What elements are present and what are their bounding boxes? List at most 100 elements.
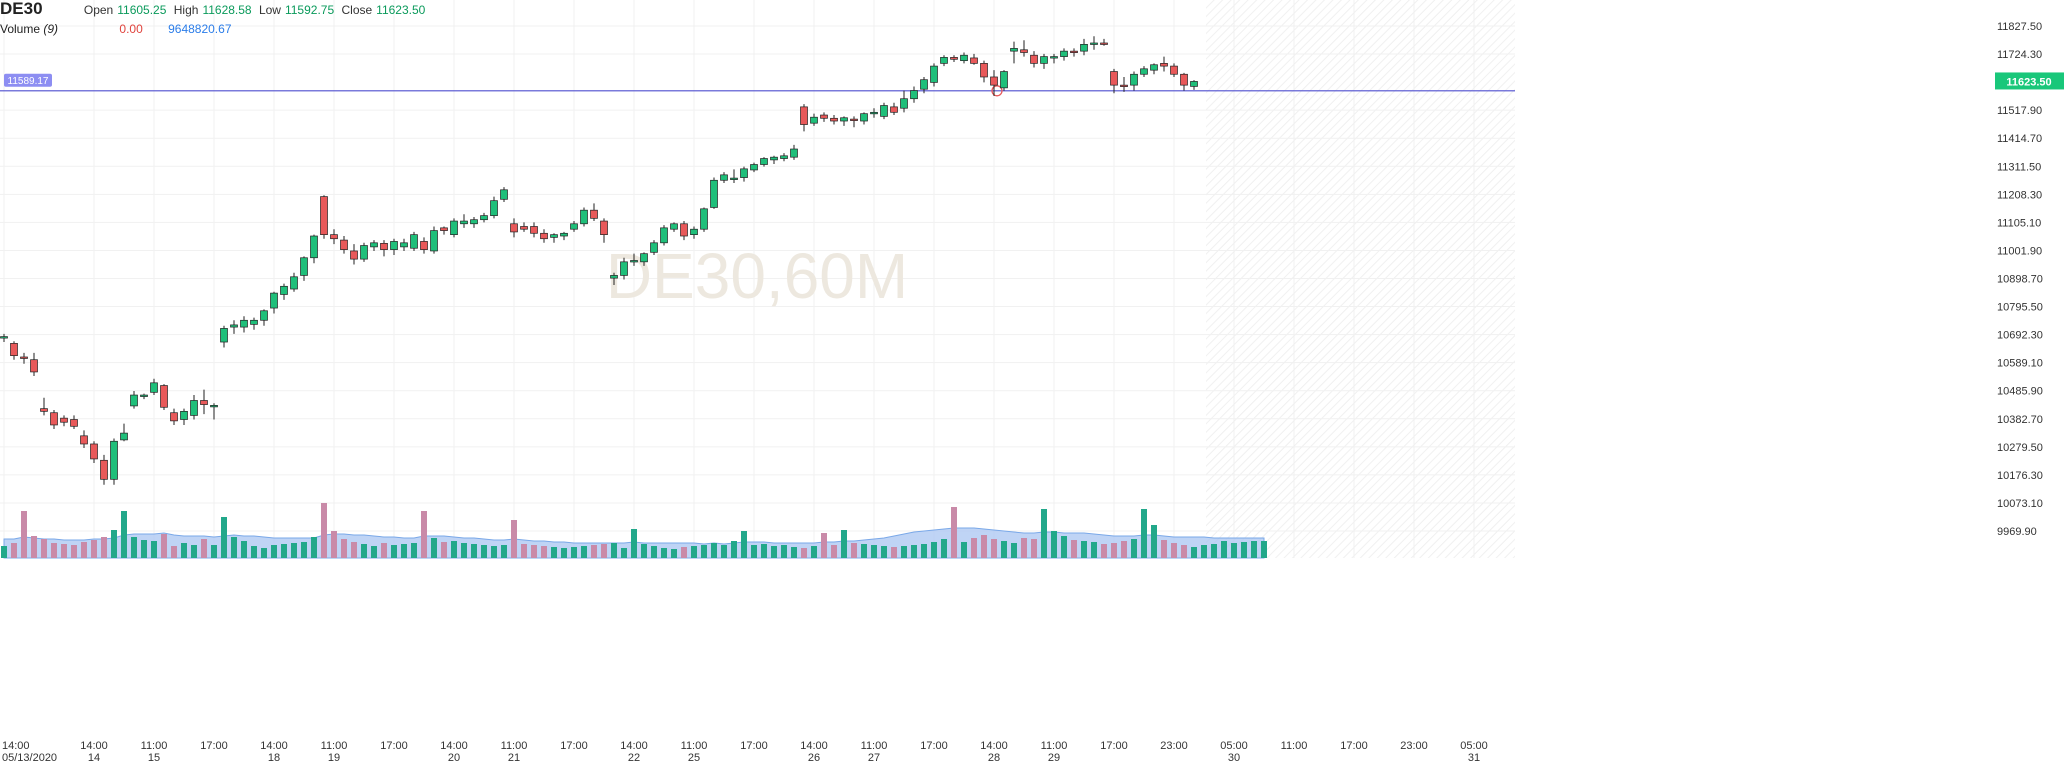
volume-bar — [521, 544, 527, 558]
candle-body — [570, 223, 578, 230]
candle-body — [160, 385, 168, 408]
volume-bar — [1201, 545, 1207, 558]
candle-body — [120, 432, 128, 441]
candle-body — [560, 232, 568, 237]
volume-bar — [1261, 541, 1267, 558]
candle-body — [380, 242, 388, 250]
volume-bar — [121, 511, 127, 558]
candle-body — [710, 179, 718, 208]
candle-body — [1020, 49, 1028, 53]
candle-body — [1180, 73, 1188, 86]
x-axis-date-label: 27 — [868, 752, 880, 763]
y-axis-tick-label: 10176.30 — [1997, 470, 2043, 482]
candle-body — [730, 177, 738, 180]
x-axis-time-label: 11:00 — [861, 740, 888, 752]
candle-body — [980, 63, 988, 78]
candle-body — [360, 245, 368, 260]
candle-body — [300, 257, 308, 276]
candle-body — [1130, 73, 1138, 86]
volume-bar — [91, 540, 97, 558]
x-axis-time-label: 14:00 — [800, 740, 828, 752]
candle-body — [700, 208, 708, 230]
volume-bar — [321, 503, 327, 558]
x-axis-time-label: 05:00 — [1220, 740, 1248, 752]
open-label: Open — [83, 3, 114, 17]
x-axis-date-label: 15 — [148, 752, 160, 763]
candle-body — [30, 359, 38, 373]
volume-bar — [1211, 544, 1217, 558]
volume-bar — [891, 547, 897, 558]
volume-bar — [741, 531, 747, 558]
candle-body — [920, 79, 928, 90]
volume-label: Volume — [0, 22, 41, 36]
x-axis-time-label: 17:00 — [380, 740, 408, 752]
volume-bar — [881, 546, 887, 558]
volume-bar — [1081, 541, 1087, 558]
x-axis-date-label: 29 — [1048, 752, 1060, 763]
candle-body — [240, 319, 248, 328]
volume-bar — [711, 543, 717, 558]
volume-bar — [551, 547, 557, 558]
y-axis-tick-label: 10485.90 — [1997, 386, 2043, 398]
candle-body — [540, 232, 548, 240]
candle-body — [960, 54, 968, 62]
volume-bar — [21, 511, 27, 558]
hline-anchor-handle — [991, 85, 1003, 97]
x-axis-time-label: 14:00 — [260, 740, 288, 752]
x-axis-time-label: 23:00 — [1160, 740, 1188, 752]
candle-body — [740, 168, 748, 178]
volume-bar — [191, 545, 197, 558]
candle-body — [260, 310, 268, 321]
volume-bar — [1001, 541, 1007, 558]
volume-bar — [961, 542, 967, 558]
candle-body — [210, 405, 218, 408]
volume-bar — [131, 537, 137, 558]
x-axis-time-label: 11:00 — [141, 740, 168, 752]
candle-body — [250, 319, 258, 325]
volume-bar — [901, 546, 907, 558]
x-axis-time-label: 17:00 — [200, 740, 228, 752]
x-axis-date-label: 05/13/2020 — [2, 752, 57, 763]
x-axis-time-label: 14:00 — [2, 740, 30, 752]
volume-bar — [951, 507, 957, 558]
volume-bar — [1051, 531, 1057, 558]
volume-bar — [1181, 545, 1187, 558]
volume-bar — [941, 539, 947, 558]
candle-body — [1110, 71, 1118, 86]
candle-body — [420, 241, 428, 250]
volume-bar — [111, 530, 117, 558]
x-axis-date-label: 25 — [688, 752, 700, 763]
volume-bar — [611, 543, 617, 558]
x-axis-time-label: 14:00 — [80, 740, 108, 752]
candle-body — [630, 260, 638, 263]
volume-bar — [61, 544, 67, 558]
x-axis-time-label: 14:00 — [980, 740, 1008, 752]
x-axis-time-label: 17:00 — [1340, 740, 1368, 752]
candle-body — [1150, 64, 1158, 71]
y-axis-tick-label: 11105.10 — [1997, 217, 2041, 229]
high-label: High — [173, 3, 199, 17]
volume-bar — [1151, 525, 1157, 558]
y-axis-tick-label: 9969.90 — [1997, 526, 2037, 538]
volume-bar — [1121, 541, 1127, 558]
last-price-label: 11623.50 — [2006, 76, 2051, 88]
candle-body — [660, 227, 668, 244]
volume-bar — [451, 541, 457, 558]
volume-bar — [1041, 509, 1047, 558]
volume-bar — [201, 539, 207, 558]
volume-bar — [381, 543, 387, 558]
volume-bar — [731, 541, 737, 558]
volume-ma-value: 9648820.67 — [168, 22, 232, 36]
ohlc-legend: DE30 Open 11605.25 High 11628.58 Low 11592.… — [0, 0, 429, 19]
volume-bar — [871, 545, 877, 558]
candle-body — [990, 76, 998, 86]
volume-bar — [541, 546, 547, 558]
y-axis-tick-label: 10692.30 — [1997, 330, 2043, 342]
candle-body — [1120, 84, 1128, 87]
candle-body — [430, 230, 438, 252]
volume-bar — [11, 543, 17, 558]
volume-bar — [311, 537, 317, 558]
candle-body — [510, 223, 518, 233]
volume-period: (9) — [43, 22, 59, 36]
